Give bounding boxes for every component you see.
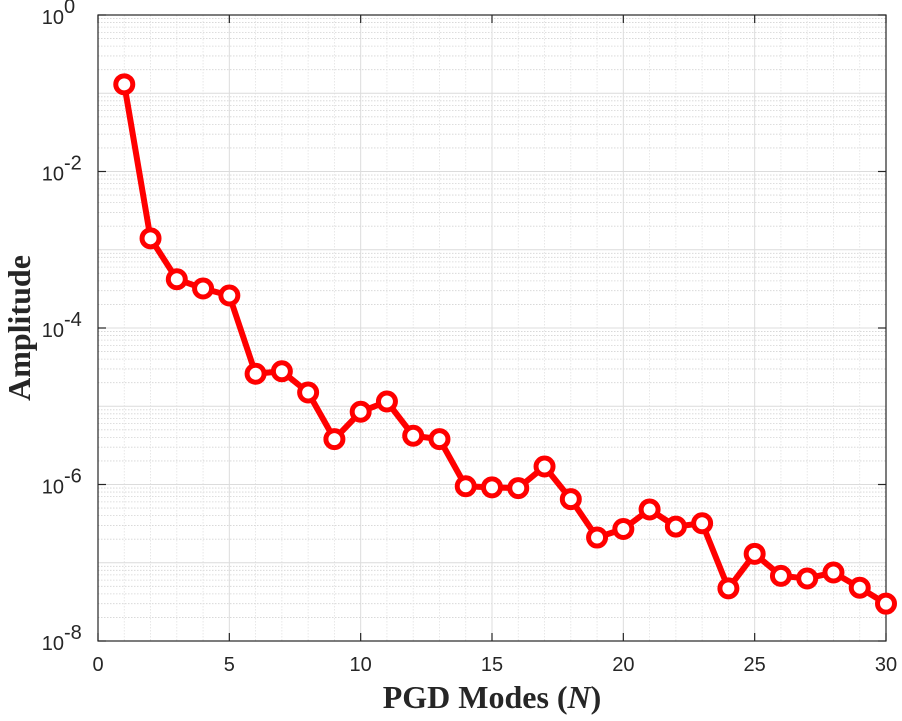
data-point <box>875 592 897 615</box>
y-tick-label-exponent: -8 <box>64 622 82 644</box>
data-point <box>638 498 661 521</box>
data-point <box>507 477 530 500</box>
data-point <box>402 424 425 447</box>
data-point <box>533 455 556 478</box>
series-layer <box>113 73 897 615</box>
y-tick-label: 10 <box>42 320 64 342</box>
data-point <box>586 526 609 549</box>
data-point <box>139 227 162 250</box>
y-tick-label: 10 <box>42 477 64 499</box>
y-tick-label-base: 10 <box>42 7 64 29</box>
x-tick-label: 5 <box>224 654 235 676</box>
data-point <box>769 564 792 587</box>
data-point <box>270 360 293 383</box>
data-point <box>691 512 714 535</box>
data-point <box>454 475 477 498</box>
data-point <box>297 381 320 404</box>
y-tick-label-base: 10 <box>42 164 64 186</box>
data-point <box>375 390 398 413</box>
data-point <box>349 400 372 423</box>
y-tick-label-base: 10 <box>42 320 64 342</box>
y-axis-title: Amplitude <box>1 255 37 401</box>
data-point <box>192 277 215 300</box>
y-tick-label-exponent: -6 <box>64 466 82 488</box>
x-axis-title-close: ) <box>591 679 602 715</box>
data-point <box>848 576 871 599</box>
y-tick-label-base: 10 <box>42 477 64 499</box>
x-tick-label: 10 <box>350 654 372 676</box>
data-point <box>244 362 267 385</box>
data-point <box>481 476 503 499</box>
y-tick-label-exponent: -2 <box>64 153 82 175</box>
data-point <box>743 542 766 565</box>
data-point <box>428 428 451 451</box>
data-point <box>218 284 241 307</box>
y-tick-label-exponent: -4 <box>64 309 82 331</box>
data-point <box>323 428 346 451</box>
y-tick-label: 10 <box>42 7 64 29</box>
x-tick-label: 15 <box>481 654 503 676</box>
data-point <box>664 515 687 538</box>
data-point <box>822 561 845 584</box>
y-tick-label: 10 <box>42 164 64 186</box>
x-tick-labels: 0 5 10 15 20 25 30 <box>92 654 897 676</box>
data-point <box>612 517 635 540</box>
data-point <box>559 488 582 511</box>
data-point <box>113 73 136 96</box>
x-tick-label: 30 <box>875 654 897 676</box>
y-tick-label-exponent: 0 <box>64 0 75 18</box>
x-axis-title-main: PGD Modes ( <box>383 679 568 715</box>
data-point <box>717 577 740 600</box>
y-tick-label: 10 <box>42 633 64 655</box>
x-axis-title-var: N <box>567 679 593 715</box>
x-tick-label: 20 <box>612 654 634 676</box>
y-tick-label-base: 10 <box>42 633 64 655</box>
x-tick-label: 0 <box>92 654 103 676</box>
x-axis-title: PGD Modes (N) <box>383 679 602 715</box>
data-point <box>165 268 188 291</box>
data-point <box>796 567 819 590</box>
x-tick-label: 25 <box>744 654 766 676</box>
axis-ticks <box>97 14 887 642</box>
